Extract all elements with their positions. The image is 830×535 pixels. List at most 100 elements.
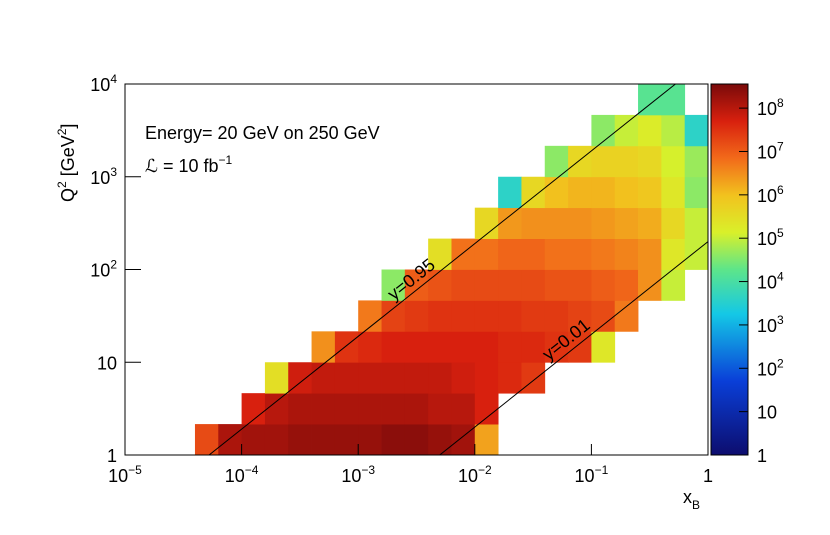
y-tick-label: 10 bbox=[97, 353, 117, 373]
cell bbox=[428, 331, 452, 363]
cell bbox=[521, 238, 546, 270]
cell bbox=[544, 176, 569, 209]
cell bbox=[684, 176, 709, 209]
cell bbox=[241, 424, 266, 456]
cell bbox=[358, 424, 382, 456]
cell bbox=[451, 393, 476, 425]
x-tick-label: 10−1 bbox=[575, 463, 609, 486]
cell bbox=[684, 238, 709, 270]
cell bbox=[498, 207, 522, 239]
cell bbox=[614, 145, 639, 178]
cell bbox=[591, 269, 616, 301]
cell bbox=[544, 300, 569, 332]
cell bbox=[498, 331, 522, 363]
cell bbox=[311, 331, 336, 363]
cell bbox=[614, 300, 639, 332]
cell bbox=[404, 393, 429, 425]
cell bbox=[568, 238, 592, 270]
cell bbox=[474, 424, 499, 456]
x-tick-label: 10−4 bbox=[225, 463, 259, 486]
cell bbox=[474, 393, 499, 425]
cell bbox=[568, 176, 592, 209]
z-tick-label: 107 bbox=[757, 139, 784, 162]
cell bbox=[451, 300, 476, 332]
cell bbox=[661, 176, 686, 209]
cell bbox=[404, 424, 429, 456]
cell bbox=[661, 114, 686, 147]
cell bbox=[334, 331, 359, 363]
cell bbox=[568, 300, 592, 332]
cell bbox=[404, 331, 429, 363]
x-tick-label: 10−5 bbox=[108, 463, 142, 486]
cell bbox=[568, 145, 592, 178]
cell bbox=[288, 393, 312, 425]
cell bbox=[544, 207, 569, 239]
cell bbox=[498, 176, 522, 209]
cell bbox=[591, 331, 616, 363]
cell bbox=[451, 238, 476, 270]
cell bbox=[521, 362, 546, 394]
cell bbox=[451, 362, 476, 394]
cell bbox=[358, 331, 382, 363]
cell bbox=[194, 424, 219, 456]
z-tick-label: 105 bbox=[757, 226, 784, 249]
z-tick-label: 10 bbox=[757, 403, 777, 423]
cell bbox=[264, 362, 289, 394]
cell bbox=[638, 207, 662, 239]
cell bbox=[474, 331, 499, 363]
cell bbox=[544, 269, 569, 301]
cell bbox=[428, 362, 452, 394]
y-tick-label: 103 bbox=[90, 165, 117, 188]
z-tick-label: 108 bbox=[757, 96, 784, 119]
cell bbox=[498, 238, 522, 270]
cell bbox=[638, 114, 662, 147]
z-tick-label: 1 bbox=[757, 446, 767, 466]
cell bbox=[381, 331, 406, 363]
cell bbox=[334, 393, 359, 425]
cell bbox=[638, 84, 662, 116]
cell bbox=[474, 362, 499, 394]
cell bbox=[498, 362, 522, 394]
cell bbox=[684, 145, 709, 178]
cell bbox=[684, 207, 709, 239]
cell bbox=[661, 238, 686, 270]
cell bbox=[498, 269, 522, 301]
cell bbox=[404, 300, 429, 332]
guide-line bbox=[208, 84, 676, 455]
cell bbox=[381, 269, 406, 301]
cell bbox=[614, 114, 639, 147]
cell bbox=[451, 424, 476, 456]
cell bbox=[241, 393, 266, 425]
cell bbox=[358, 362, 382, 394]
guide-line bbox=[439, 241, 708, 455]
cell bbox=[614, 176, 639, 209]
cell bbox=[381, 424, 406, 456]
cell bbox=[544, 331, 569, 363]
cell bbox=[428, 238, 452, 270]
cell bbox=[614, 207, 639, 239]
cell bbox=[591, 145, 616, 178]
cell bbox=[311, 362, 336, 394]
x-tick-label: 10−2 bbox=[458, 463, 492, 486]
cell bbox=[568, 269, 592, 301]
cell bbox=[591, 238, 616, 270]
cell bbox=[218, 424, 242, 456]
heatmap bbox=[194, 84, 709, 456]
cell bbox=[544, 145, 569, 178]
cell bbox=[451, 269, 476, 301]
cell bbox=[614, 238, 639, 270]
cell bbox=[521, 207, 546, 239]
cell bbox=[428, 300, 452, 332]
annotation: Energy= 20 GeV on 250 GeV bbox=[145, 123, 380, 143]
cell bbox=[614, 269, 639, 301]
cell bbox=[521, 300, 546, 332]
cell bbox=[334, 424, 359, 456]
y-axis-label: Q2 [GeV2] bbox=[55, 124, 78, 202]
cell bbox=[428, 269, 452, 301]
cell bbox=[474, 207, 499, 239]
cell bbox=[521, 331, 546, 363]
cell bbox=[568, 207, 592, 239]
cell bbox=[358, 300, 382, 332]
color-bar bbox=[710, 83, 749, 456]
cell bbox=[638, 176, 662, 209]
